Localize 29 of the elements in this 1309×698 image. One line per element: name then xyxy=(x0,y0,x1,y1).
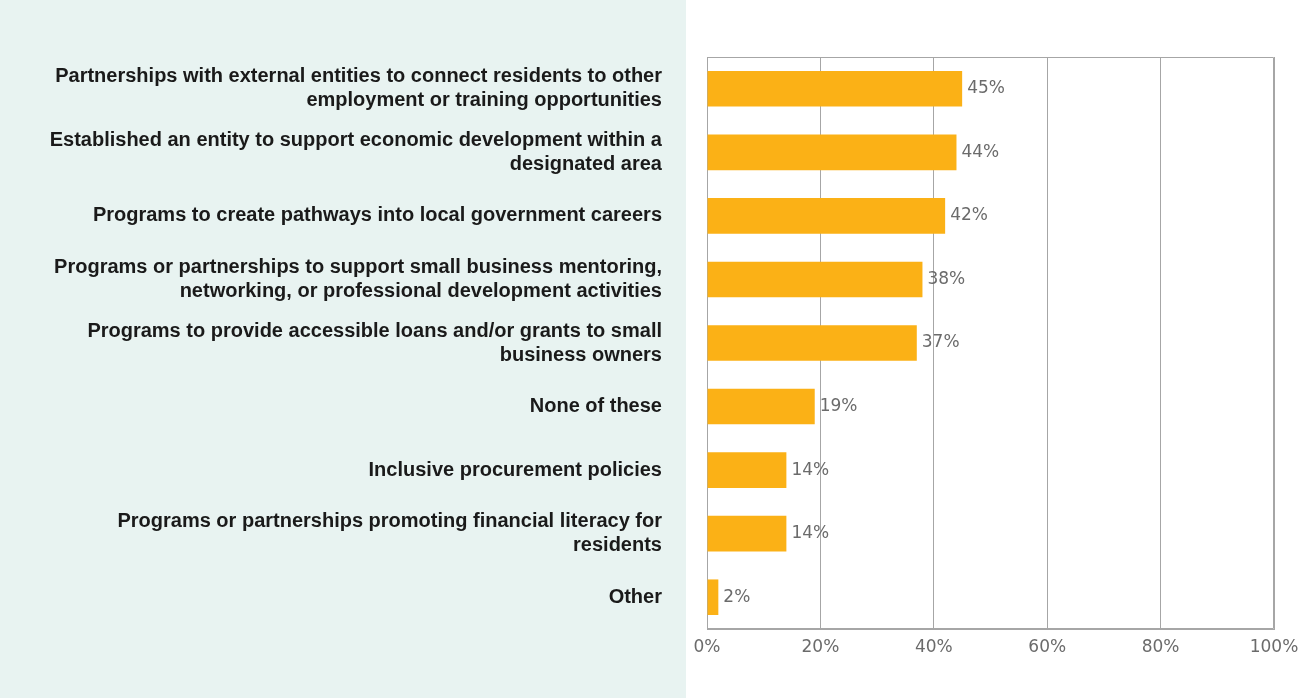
bar xyxy=(707,134,957,171)
x-tick-label: 80% xyxy=(1141,635,1180,656)
data-label: 45% xyxy=(967,77,1005,98)
bar xyxy=(707,452,787,488)
y-tick-label: Established an entity to support economic development within a designated area xyxy=(49,127,663,174)
data-label: 42% xyxy=(950,204,988,225)
x-tick-label: 40% xyxy=(914,635,953,656)
bar xyxy=(707,325,917,361)
y-tick-label: Programs or partnerships promoting financial literacy for residents xyxy=(117,509,663,556)
x-tick-label: 60% xyxy=(1028,635,1067,656)
data-label: 2% xyxy=(723,585,751,606)
y-tick-label: Inclusive procurement policies xyxy=(368,457,662,480)
bar xyxy=(707,261,923,298)
data-label: 44% xyxy=(961,140,1000,161)
data-label: 19% xyxy=(819,394,858,415)
y-tick-label: Programs or partnerships to support small business mentoring, networking, or professional development activities xyxy=(54,254,662,301)
y-tick-label: Other xyxy=(608,584,663,607)
x-tick-label: 100% xyxy=(1249,635,1299,656)
bar xyxy=(707,198,946,234)
x-tick-label: 20% xyxy=(801,635,840,656)
x-tick-label: 0% xyxy=(693,635,721,656)
y-tick-label: Partnerships with external entities to connect residents to other employment or training opportunities xyxy=(55,64,663,111)
bar xyxy=(707,388,815,425)
bar xyxy=(707,70,963,107)
y-tick-label: Programs to create pathways into local government careers xyxy=(92,203,662,226)
bar xyxy=(707,515,787,552)
bar xyxy=(707,579,719,616)
y-tick-label: Programs to provide accessible loans and/or grants to small business owners xyxy=(87,318,662,365)
y-tick-label: None of these xyxy=(529,394,662,417)
